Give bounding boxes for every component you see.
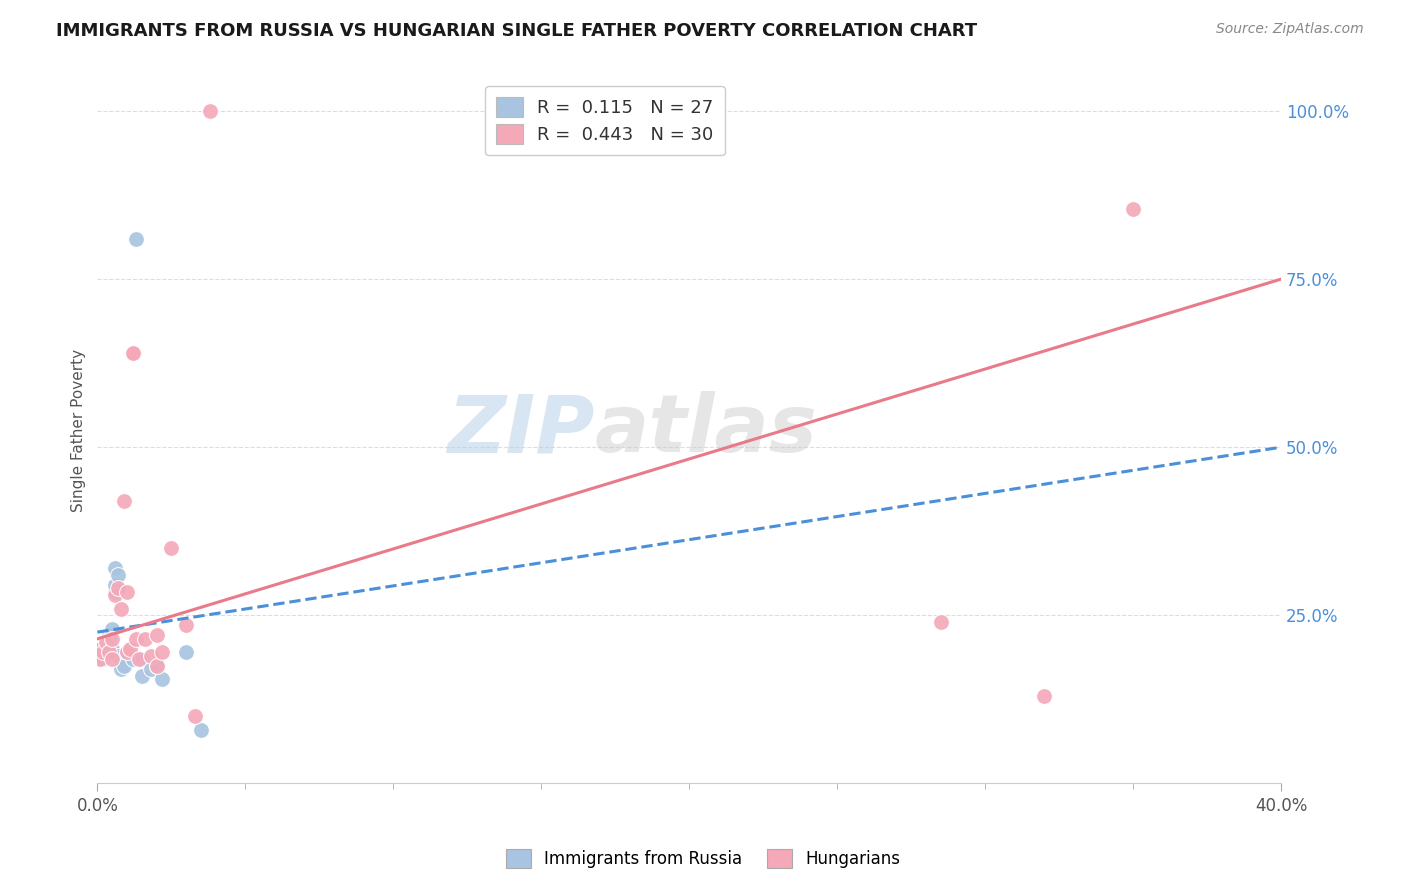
Point	[96, 635, 118, 649]
Point	[101, 652, 124, 666]
Point	[98, 645, 121, 659]
Point	[91, 652, 114, 666]
Point	[131, 652, 153, 666]
Text: ZIP: ZIP	[447, 392, 595, 469]
Point	[104, 561, 127, 575]
Point	[110, 601, 132, 615]
Point	[107, 648, 129, 663]
Point	[145, 658, 167, 673]
Legend: R =  0.115   N = 27, R =  0.443   N = 30: R = 0.115 N = 27, R = 0.443 N = 30	[485, 87, 724, 155]
Point	[110, 662, 132, 676]
Point	[160, 541, 183, 555]
Point	[131, 669, 153, 683]
Point	[1033, 689, 1056, 703]
Point	[184, 709, 207, 723]
Point	[145, 658, 167, 673]
Y-axis label: Single Father Poverty: Single Father Poverty	[72, 349, 86, 512]
Point	[125, 632, 148, 646]
Point	[121, 652, 143, 666]
Point	[174, 645, 197, 659]
Point	[152, 645, 174, 659]
Legend: Immigrants from Russia, Hungarians: Immigrants from Russia, Hungarians	[499, 843, 907, 875]
Point	[121, 346, 143, 360]
Point	[96, 645, 118, 659]
Point	[112, 494, 135, 508]
Point	[91, 645, 114, 659]
Point	[139, 662, 162, 676]
Point	[101, 622, 124, 636]
Text: atlas: atlas	[595, 392, 817, 469]
Point	[121, 346, 143, 360]
Point	[190, 723, 212, 737]
Point	[104, 588, 127, 602]
Point	[128, 652, 150, 666]
Point	[101, 632, 124, 646]
Point	[98, 639, 121, 653]
Point	[104, 578, 127, 592]
Point	[107, 582, 129, 596]
Point	[1122, 202, 1144, 216]
Point	[112, 658, 135, 673]
Point	[101, 645, 124, 659]
Point	[115, 645, 138, 659]
Point	[104, 584, 127, 599]
Point	[107, 568, 129, 582]
Point	[115, 584, 138, 599]
Point	[118, 641, 141, 656]
Text: Source: ZipAtlas.com: Source: ZipAtlas.com	[1216, 22, 1364, 37]
Point	[101, 641, 124, 656]
Point	[98, 632, 121, 646]
Point	[89, 641, 111, 656]
Point	[89, 641, 111, 656]
Point	[139, 648, 162, 663]
Text: IMMIGRANTS FROM RUSSIA VS HUNGARIAN SINGLE FATHER POVERTY CORRELATION CHART: IMMIGRANTS FROM RUSSIA VS HUNGARIAN SING…	[56, 22, 977, 40]
Point	[134, 632, 156, 646]
Point	[98, 628, 121, 642]
Point	[152, 672, 174, 686]
Point	[115, 645, 138, 659]
Point	[125, 232, 148, 246]
Point	[929, 615, 952, 629]
Point	[89, 652, 111, 666]
Point	[198, 104, 221, 119]
Point	[174, 618, 197, 632]
Point	[145, 628, 167, 642]
Point	[96, 635, 118, 649]
